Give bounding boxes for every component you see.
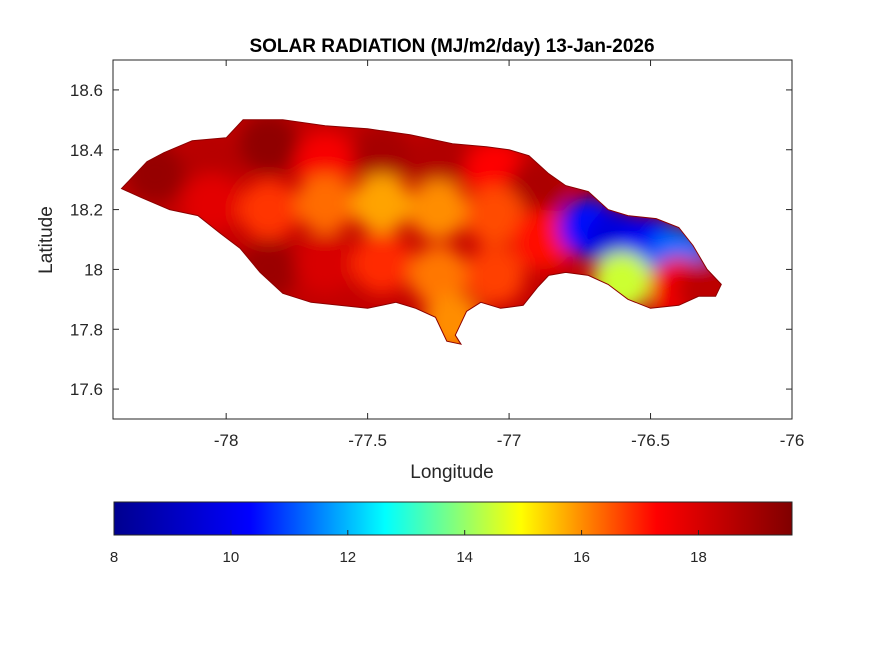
y-axis-ticks: 17.6 17.8 18 18.2 18.4 18.6 bbox=[70, 81, 792, 399]
y-tick-label: 18.4 bbox=[70, 141, 103, 160]
radiation-cell bbox=[408, 131, 469, 192]
solar-radiation-field bbox=[121, 119, 722, 345]
radiation-cell bbox=[182, 131, 242, 192]
colorbar-tick-label: 12 bbox=[339, 549, 356, 566]
radiation-cell bbox=[295, 173, 356, 234]
radiation-cell bbox=[351, 173, 412, 234]
radiation-cell bbox=[513, 209, 573, 270]
x-axis-ticks: -78 -77.5 -77 -76.5 -76 bbox=[214, 60, 804, 450]
colorbar-tick-label: 8 bbox=[110, 549, 118, 566]
x-tick-label: -77.5 bbox=[348, 431, 387, 450]
colorbar-tick-label: 16 bbox=[573, 549, 590, 566]
y-tick-label: 18.2 bbox=[70, 201, 103, 220]
x-tick-label: -78 bbox=[214, 431, 239, 450]
colorbar bbox=[113, 501, 793, 536]
y-tick-label: 17.8 bbox=[70, 320, 103, 339]
radiation-cell bbox=[408, 179, 469, 240]
radiation-cell bbox=[238, 119, 299, 174]
radiation-cell bbox=[464, 245, 525, 306]
radiation-cell bbox=[238, 179, 299, 240]
y-tick-label: 18.6 bbox=[70, 81, 103, 100]
radiation-cell bbox=[351, 233, 412, 294]
plot-title: SOLAR RADIATION (MJ/m2/day) 13-Jan-2026 bbox=[249, 36, 654, 57]
radiation-cell bbox=[351, 125, 412, 186]
colorbar-ticks: 8 10 12 14 16 18 bbox=[110, 530, 707, 566]
y-tick-label: 18 bbox=[84, 260, 103, 279]
radiation-cell bbox=[464, 185, 525, 246]
colorbar-tick-label: 18 bbox=[690, 549, 707, 566]
radiation-cell bbox=[295, 131, 356, 192]
x-tick-label: -76.5 bbox=[631, 431, 670, 450]
x-tick-label: -77 bbox=[497, 431, 522, 450]
island-outline bbox=[120, 119, 722, 345]
radiation-cell bbox=[295, 233, 356, 294]
y-tick-label: 17.6 bbox=[70, 380, 103, 399]
x-tick-label: -76 bbox=[780, 431, 805, 450]
colorbar-tick-label: 14 bbox=[456, 549, 473, 566]
radiation-cells bbox=[125, 119, 722, 345]
y-axis-label: Latitude bbox=[36, 206, 57, 274]
radiation-cell bbox=[408, 245, 469, 306]
colorbar-tick-label: 10 bbox=[223, 549, 240, 566]
x-axis-label: Longitude bbox=[410, 462, 493, 483]
